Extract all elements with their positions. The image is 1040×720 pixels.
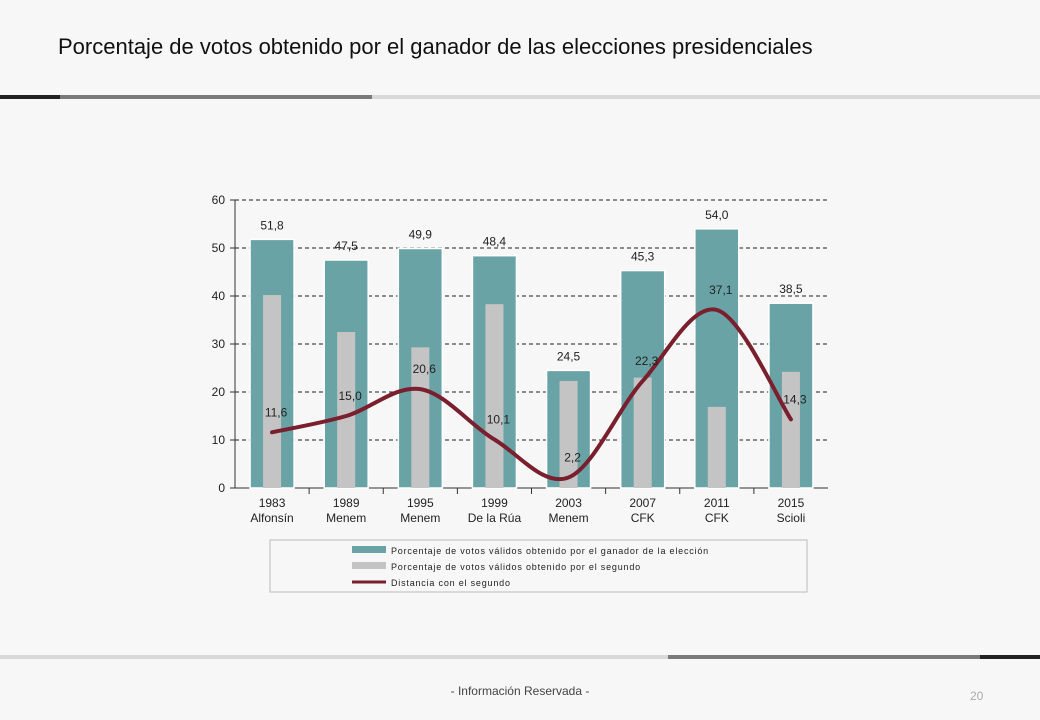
y-tick-label: 0: [218, 481, 225, 495]
winner-value-label: 48,4: [483, 235, 507, 249]
x-tick-year: 2011: [704, 496, 730, 510]
x-tick-name: Scioli: [777, 511, 806, 525]
footer-rule-light: [0, 655, 668, 659]
y-tick-label: 10: [212, 433, 226, 447]
x-tick-name: Menem: [326, 511, 366, 525]
x-tick-name: CFK: [631, 511, 655, 525]
y-tick-label: 60: [212, 193, 226, 207]
header-rule-dark: [0, 95, 60, 99]
x-tick-year: 2003: [555, 496, 582, 510]
second-bar: [337, 332, 356, 488]
winner-value-label: 47,5: [335, 239, 359, 253]
second-bar: [263, 295, 282, 488]
header-rule-mid: [60, 95, 372, 99]
distance-value-label: 2,2: [564, 450, 581, 464]
legend-swatch: [352, 546, 386, 553]
y-tick-label: 50: [212, 241, 226, 255]
y-tick-label: 20: [212, 385, 226, 399]
x-tick-year: 2007: [629, 496, 656, 510]
legend-label: Distancia con el segundo: [391, 578, 511, 588]
y-tick-label: 30: [212, 337, 226, 351]
x-tick-name: De la Rúa: [468, 511, 522, 525]
footer-rule-mid: [668, 655, 980, 659]
distance-value-label: 20,6: [413, 362, 437, 376]
legend-label: Porcentaje de votos válidos obtenido por…: [391, 562, 641, 572]
footer-text: - Información Reservada -: [450, 684, 590, 698]
x-tick-name: Menem: [400, 511, 440, 525]
winner-value-label: 54,0: [705, 208, 729, 222]
winner-value-label: 45,3: [631, 250, 655, 264]
distance-value-label: 14,3: [783, 392, 807, 406]
second-bar: [411, 347, 430, 488]
second-bar: [633, 377, 652, 488]
legend-swatch: [352, 562, 386, 569]
header-rule-light: [372, 95, 1040, 99]
distance-value-label: 15,0: [339, 389, 363, 403]
winner-value-label: 51,8: [260, 218, 284, 232]
x-tick-year: 1989: [333, 496, 360, 510]
distance-value-label: 10,1: [487, 413, 511, 427]
distance-line: [270, 307, 793, 482]
x-tick-name: CFK: [705, 511, 729, 525]
x-tick-year: 2015: [778, 496, 805, 510]
x-tick-year: 1995: [407, 496, 434, 510]
x-tick-name: Alfonsín: [250, 511, 293, 525]
second-bar: [781, 371, 800, 488]
distance-value-label: 22,3: [635, 354, 659, 368]
second-bar: [707, 406, 726, 488]
distance-value-label: 37,1: [709, 283, 733, 297]
x-tick-year: 1999: [481, 496, 508, 510]
footer-rule-dark: [980, 655, 1040, 659]
winner-value-label: 49,9: [409, 227, 433, 241]
winner-value-label: 38,5: [779, 282, 803, 296]
second-bar: [559, 380, 578, 488]
page-number: 20: [970, 689, 984, 703]
x-tick-year: 1983: [259, 496, 286, 510]
y-tick-label: 40: [212, 289, 226, 303]
legend-label: Porcentaje de votos válidos obtenido por…: [391, 546, 709, 556]
slide-title: Porcentaje de votos obtenido por el gana…: [58, 34, 813, 59]
winner-value-label: 24,5: [557, 349, 581, 363]
second-bar: [485, 304, 504, 488]
distance-value-label: 11,6: [265, 405, 288, 419]
x-tick-name: Menem: [549, 511, 589, 525]
